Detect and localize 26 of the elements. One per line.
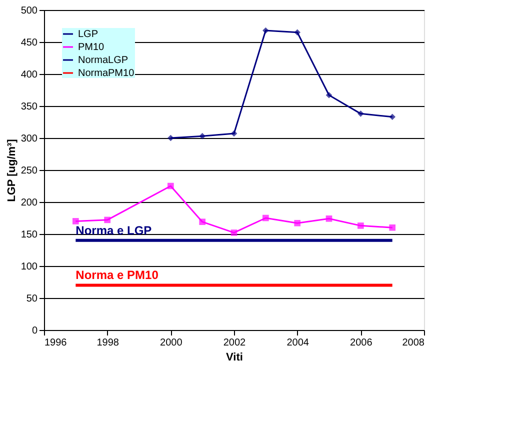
y-tick-label: 0 (32, 326, 38, 336)
annotation: Norma e PM10 (76, 268, 159, 282)
x-tick-label: 2000 (160, 338, 183, 348)
y-tick-label: 250 (20, 166, 38, 176)
y-tick-label: 400 (20, 70, 38, 80)
x-axis-title: Viti (226, 352, 243, 364)
legend-label: LGP (78, 29, 98, 40)
y-tick-label: 50 (26, 294, 38, 304)
x-tick-label: 2004 (286, 338, 310, 348)
y-tick-label: 150 (20, 230, 38, 240)
y-axis-title: LGP [ug/m³] (6, 138, 18, 202)
y-tick-label: 300 (20, 134, 38, 144)
x-tick-label: 2002 (223, 338, 246, 348)
y-tick-label: 350 (20, 102, 38, 112)
y-tick-label: 200 (20, 198, 38, 208)
legend-label: NormaLGP (78, 55, 128, 66)
x-tick-label: 1998 (96, 338, 120, 348)
x-tick-label: 2006 (350, 338, 373, 348)
annotation: Norma e LGP (76, 223, 152, 238)
x-tick-label: 2008 (402, 338, 425, 348)
y-tick-label: 100 (20, 262, 38, 272)
legend-label: NormaPM10 (78, 68, 135, 79)
x-tick-label: 1996 (44, 338, 68, 348)
legend-label: PM10 (78, 42, 105, 53)
y-tick-label: 500 (20, 6, 38, 16)
y-tick-label: 450 (20, 38, 38, 48)
